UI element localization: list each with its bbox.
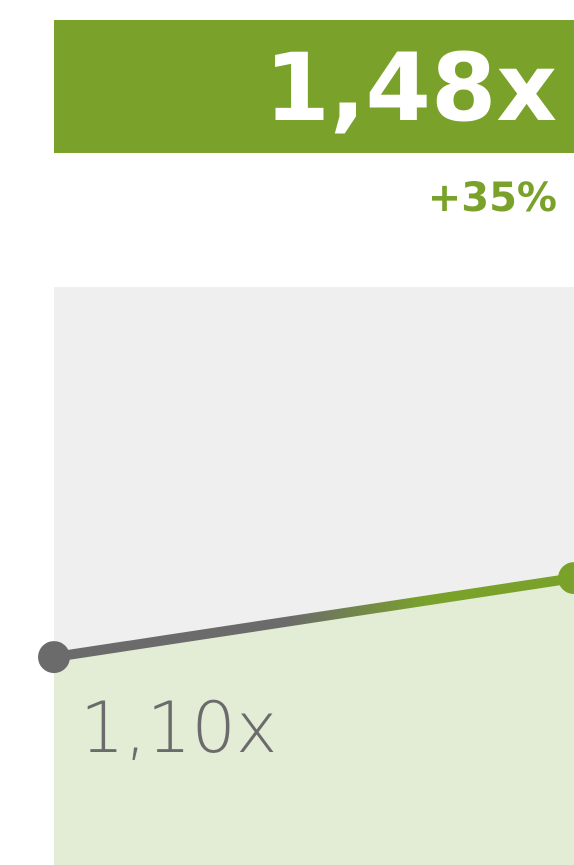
change-annotation: +35%	[428, 175, 557, 221]
point-label: 1,10x	[80, 687, 277, 769]
value-banner	[54, 20, 574, 153]
line	[53, 573, 574, 663]
point	[558, 562, 574, 595]
area	[54, 578, 574, 865]
headline-value: 1,48x	[264, 34, 557, 143]
point	[38, 641, 70, 674]
